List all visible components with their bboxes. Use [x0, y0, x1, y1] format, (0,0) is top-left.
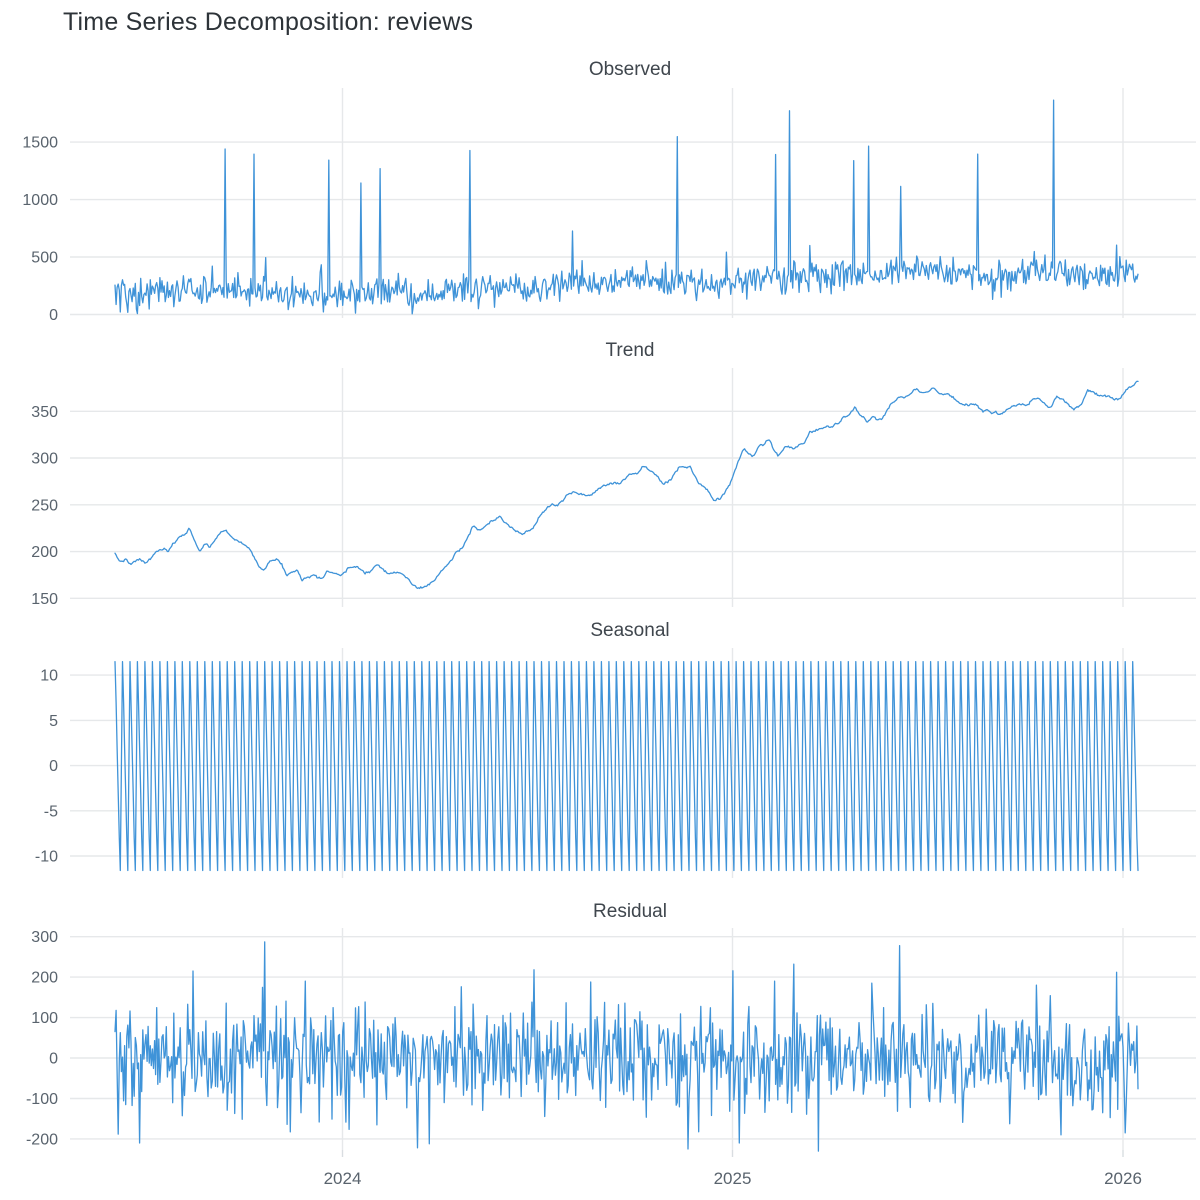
figure-title: Time Series Decomposition: reviews — [63, 8, 474, 36]
panel-title-residual: Residual — [593, 901, 667, 922]
y-tick-label: 150 — [31, 591, 58, 608]
y-tick-label: 200 — [31, 970, 58, 987]
x-axis: 2024 2025 2026 — [324, 1150, 1142, 1188]
x-tick-label: 2025 — [714, 1169, 752, 1188]
series-line-trend — [114, 380, 1139, 590]
series-line-residual — [114, 941, 1139, 1152]
y-tick-label: 350 — [31, 404, 58, 421]
series-line-seasonal — [114, 660, 1139, 872]
grid-trend: 150 200 250 300 350 — [31, 368, 1196, 608]
y-tick-label: 0 — [49, 1051, 58, 1068]
panel-title-seasonal: Seasonal — [590, 620, 670, 641]
grid-observed: 0 500 1000 1500 — [22, 88, 1196, 324]
y-tick-label: 0 — [49, 307, 58, 324]
y-tick-label: -5 — [44, 803, 58, 820]
series-line-observed — [114, 99, 1139, 315]
y-tick-label: 1000 — [22, 192, 58, 209]
y-tick-label: -10 — [35, 849, 58, 866]
y-tick-label: 10 — [40, 668, 58, 685]
y-tick-label: 250 — [31, 497, 58, 514]
y-tick-label: 300 — [31, 451, 58, 468]
grid-seasonal: -10 -5 0 5 10 — [35, 648, 1196, 878]
y-tick-label: 500 — [31, 250, 58, 267]
panel-title-observed: Observed — [588, 59, 672, 80]
y-tick-label: 0 — [49, 758, 58, 775]
x-tick-label: 2024 — [324, 1169, 362, 1188]
y-tick-label: 1500 — [22, 135, 58, 152]
y-tick-label: 100 — [31, 1010, 58, 1027]
y-tick-label: 200 — [31, 544, 58, 561]
x-tick-label: 2026 — [1104, 1169, 1142, 1188]
panel-title-trend: Trend — [605, 340, 655, 361]
y-tick-label: -200 — [26, 1131, 58, 1148]
y-tick-label: 5 — [49, 713, 58, 730]
y-tick-label: 300 — [31, 929, 58, 946]
y-tick-label: -100 — [26, 1091, 58, 1108]
